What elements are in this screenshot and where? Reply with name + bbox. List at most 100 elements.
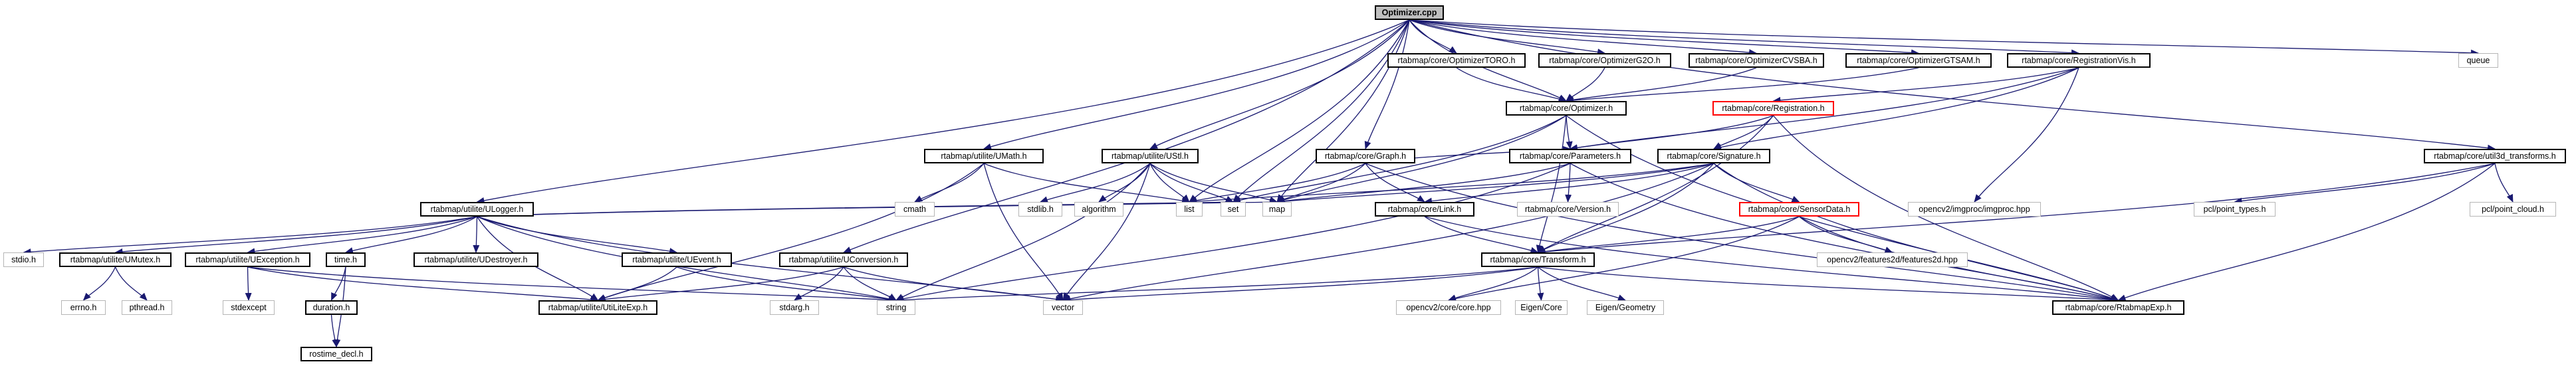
edge-ulogger_h-to-utiliteexp_h bbox=[476, 216, 599, 301]
edge-uexception_h-to-utiliteexp_h bbox=[247, 266, 599, 303]
node-umath-h[interactable]: rtabmap/utilite/UMath.h bbox=[924, 149, 1044, 163]
node-link-h[interactable]: rtabmap/core/Link.h bbox=[1375, 202, 1474, 217]
edge-optimizer_cpp-to-uconversion_h bbox=[843, 19, 1410, 253]
node-udestroyer-h[interactable]: rtabmap/utilite/UDestroyer.h bbox=[413, 252, 538, 267]
edge-sensordata_h-to-rtabmapexp_h bbox=[1799, 216, 2119, 302]
edge-time_h-to-duration_h bbox=[330, 266, 346, 301]
edge-registration_h-to-rtabmapexp_h bbox=[1773, 115, 2119, 301]
edge-uexception_h-to-string bbox=[247, 266, 897, 304]
edge-umath_h-to-utiliteexp_h bbox=[597, 163, 985, 302]
edge-umath_h-to-cmath bbox=[914, 163, 985, 203]
edge-sensordata_h-to-features2d_hpp bbox=[1799, 216, 1893, 253]
node-duration-h[interactable]: duration.h bbox=[305, 300, 358, 315]
node-eigen-core: Eigen/Core bbox=[1515, 300, 1568, 315]
node-core-hpp: opencv2/core/core.hpp bbox=[1396, 300, 1501, 315]
edge-signature_h-to-link_h bbox=[1424, 163, 1714, 205]
edge-ustl_h-to-set bbox=[1149, 163, 1234, 203]
edge-signature_h-to-transform_h bbox=[1537, 163, 1714, 253]
edge-graph_h-to-list bbox=[1189, 163, 1366, 204]
node-uexception-h[interactable]: rtabmap/utilite/UException.h bbox=[185, 252, 310, 267]
edge-ulogger_h-to-vector bbox=[477, 216, 1064, 303]
edge-reg_vis-to-registration_h bbox=[1772, 67, 2079, 104]
edge-opt_gtsam-to-optimizer_h bbox=[1566, 67, 1919, 104]
node-registration-h[interactable]: rtabmap/core/Registration.h bbox=[1712, 101, 1834, 116]
edge-umutex_h-to-pthread_h bbox=[114, 266, 148, 301]
edge-optimizer_cpp-to-opt_cvsba bbox=[1409, 19, 1757, 56]
edge-optimizer_cpp-to-reg_vis bbox=[1409, 19, 2079, 56]
edge-ustl_h-to-list bbox=[1149, 163, 1190, 203]
node-uevent-h[interactable]: rtabmap/utilite/UEvent.h bbox=[622, 252, 732, 267]
edge-ulogger_h-to-string bbox=[477, 216, 897, 302]
edge-uconversion_h-to-utiliteexp_h bbox=[597, 266, 844, 303]
edge-optimizer_cpp-to-umath_h bbox=[983, 19, 1410, 150]
node-version-h: rtabmap/core/Version.h bbox=[1517, 202, 1619, 217]
edge-reg_vis-to-signature_h bbox=[1713, 67, 2079, 151]
node-ustl-h[interactable]: rtabmap/utilite/UStl.h bbox=[1102, 149, 1199, 163]
node-time-h[interactable]: time.h bbox=[326, 252, 366, 267]
edge-link_h-to-transform_h bbox=[1424, 216, 1539, 254]
node-rtabmapexp-h[interactable]: rtabmap/core/RtabmapExp.h bbox=[2052, 300, 2184, 315]
node-errno-h: errno.h bbox=[61, 300, 106, 315]
node-opt-g2o[interactable]: rtabmap/core/OptimizerG2O.h bbox=[1538, 53, 1671, 68]
node-uconversion-h[interactable]: rtabmap/utilite/UConversion.h bbox=[779, 252, 908, 267]
node-ulogger-h[interactable]: rtabmap/utilite/ULogger.h bbox=[420, 202, 534, 217]
edge-signature_h-to-list bbox=[1189, 163, 1714, 205]
node-optimizer-cpp: Optimizer.cpp bbox=[1375, 5, 1444, 20]
node-signature-h[interactable]: rtabmap/core/Signature.h bbox=[1657, 149, 1770, 163]
node-opt-gtsam[interactable]: rtabmap/core/OptimizerGTSAM.h bbox=[1845, 53, 1992, 68]
node-opt-cvsba[interactable]: rtabmap/core/OptimizerCVSBA.h bbox=[1689, 53, 1824, 68]
edge-transform_h-to-vector bbox=[1062, 266, 1538, 304]
edge-link_h-to-rtabmapexp_h bbox=[1424, 216, 2119, 303]
edge-sensordata_h-to-transform_h bbox=[1537, 216, 1800, 255]
node-utiliteexp-h[interactable]: rtabmap/utilite/UtiLiteExp.h bbox=[538, 300, 657, 315]
edge-graph_h-to-rtabmapexp_h bbox=[1365, 163, 2119, 302]
edge-util3d_transforms_h-to-rtabmapexp_h bbox=[2117, 163, 2496, 301]
node-rostime-decl-h[interactable]: rostime_decl.h bbox=[300, 347, 372, 361]
edge-ulogger_h-to-udestroyer_h bbox=[473, 216, 480, 253]
edge-registration_h-to-parameters_h bbox=[1570, 115, 1774, 151]
node-optimizer-h[interactable]: rtabmap/core/Optimizer.h bbox=[1506, 101, 1627, 116]
edge-optimizer_cpp-to-queue bbox=[1409, 19, 2479, 56]
edge-ulogger_h-to-umutex_h bbox=[114, 216, 477, 255]
edge-optimizer_cpp-to-graph_h bbox=[1364, 19, 1410, 149]
node-transform-h[interactable]: rtabmap/core/Transform.h bbox=[1481, 252, 1595, 267]
edge-parameters_h-to-rtabmapexp_h bbox=[1570, 163, 2119, 302]
node-parameters-h[interactable]: rtabmap/core/Parameters.h bbox=[1509, 149, 1631, 163]
edge-optimizer_cpp-to-optimizer_h bbox=[1409, 19, 1567, 102]
node-umutex-h[interactable]: rtabmap/utilite/UMutex.h bbox=[59, 252, 172, 267]
edge-optimizer_h-to-transform_h bbox=[1536, 115, 1567, 253]
edge-parameters_h-to-version_h bbox=[1565, 163, 1572, 203]
node-point-cloud-h: pcl/point_cloud.h bbox=[2470, 202, 2556, 217]
node-map: map bbox=[1262, 202, 1292, 217]
edge-optimizer_cpp-to-list bbox=[1189, 19, 1410, 203]
edge-uconversion_h-to-stdarg_h bbox=[794, 266, 844, 301]
edge-ulogger_h-to-stdio_h bbox=[23, 216, 477, 256]
node-sensordata-h[interactable]: rtabmap/core/SensorData.h bbox=[1739, 202, 1859, 217]
node-util3d-transforms-h[interactable]: rtabmap/core/util3d_transforms.h bbox=[2424, 149, 2566, 163]
edge-signature_h-to-rtabmapexp_h bbox=[1713, 163, 2119, 302]
edge-duration_h-to-rostime_decl_h bbox=[330, 314, 339, 347]
edge-signature_h-to-vector bbox=[1062, 163, 1714, 302]
node-set: set bbox=[1221, 202, 1246, 217]
edge-ulogger_h-to-uexception_h bbox=[247, 216, 477, 255]
node-reg-vis[interactable]: rtabmap/core/RegistrationVis.h bbox=[2007, 53, 2151, 68]
edge-signature_h-to-sensordata_h bbox=[1713, 163, 1800, 203]
edge-ustl_h-to-stdlib_h bbox=[1040, 163, 1151, 203]
edge-umath_h-to-vector bbox=[983, 163, 1064, 301]
node-features2d-hpp: opencv2/features2d/features2d.hpp bbox=[1817, 252, 1968, 267]
edge-optimizer_cpp-to-ustl_h bbox=[1149, 19, 1410, 149]
edge-util3d_transforms_h-to-point_cloud_h bbox=[2494, 163, 2514, 203]
edge-uevent_h-to-string bbox=[676, 266, 897, 303]
edge-reg_vis-to-parameters_h bbox=[1570, 67, 2079, 151]
edge-sensordata_h-to-core_hpp bbox=[1448, 216, 1800, 302]
node-imgproc-hpp: opencv2/imgproc/imgproc.hpp bbox=[1908, 202, 2041, 217]
edge-optimizer_cpp-to-opt_g2o bbox=[1409, 19, 1605, 56]
edge-graph_h-to-link_h bbox=[1365, 163, 1425, 203]
edge-transform_h-to-eigen_geometry bbox=[1538, 266, 1626, 301]
node-opt-toro[interactable]: rtabmap/core/OptimizerTORO.h bbox=[1387, 53, 1526, 68]
edge-transform_h-to-eigen_core bbox=[1537, 266, 1544, 301]
edge-util3d_transforms_h-to-point_types_h bbox=[2234, 163, 2496, 205]
edge-optimizer_h-to-map bbox=[1276, 115, 1567, 203]
node-graph-h[interactable]: rtabmap/core/Graph.h bbox=[1316, 149, 1415, 163]
